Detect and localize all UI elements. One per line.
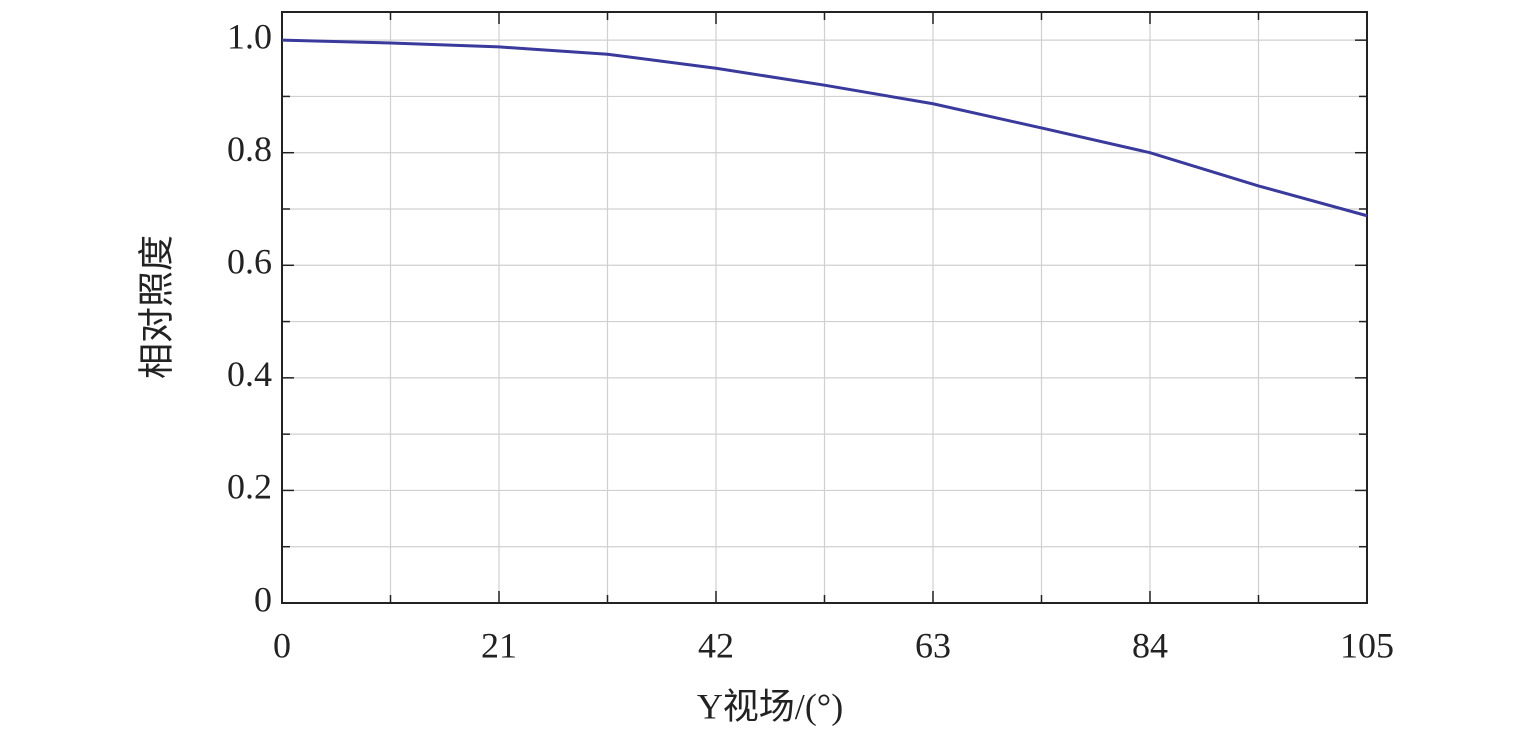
y-tick-label: 0.2 — [227, 467, 272, 507]
y-axis-label: 相对照度 — [136, 235, 176, 379]
x-tick-label: 42 — [698, 625, 734, 665]
y-tick-label: 1.0 — [227, 16, 272, 56]
x-tick-label: 105 — [1340, 625, 1394, 665]
data-line — [281, 38, 1368, 218]
plot-frame — [281, 11, 1368, 604]
x-tick-label: 0 — [273, 625, 291, 665]
y-tick-label: 0.8 — [227, 129, 272, 169]
x-tick-label: 84 — [1132, 625, 1168, 665]
y-tick-label: 0 — [254, 579, 272, 619]
y-tick-label: 0.4 — [227, 354, 272, 394]
x-axis-label: Y视场/(°) — [697, 686, 843, 726]
y-tick-label: 0.6 — [227, 242, 272, 282]
x-tick-label: 63 — [915, 625, 951, 665]
x-tick-label: 21 — [481, 625, 517, 665]
